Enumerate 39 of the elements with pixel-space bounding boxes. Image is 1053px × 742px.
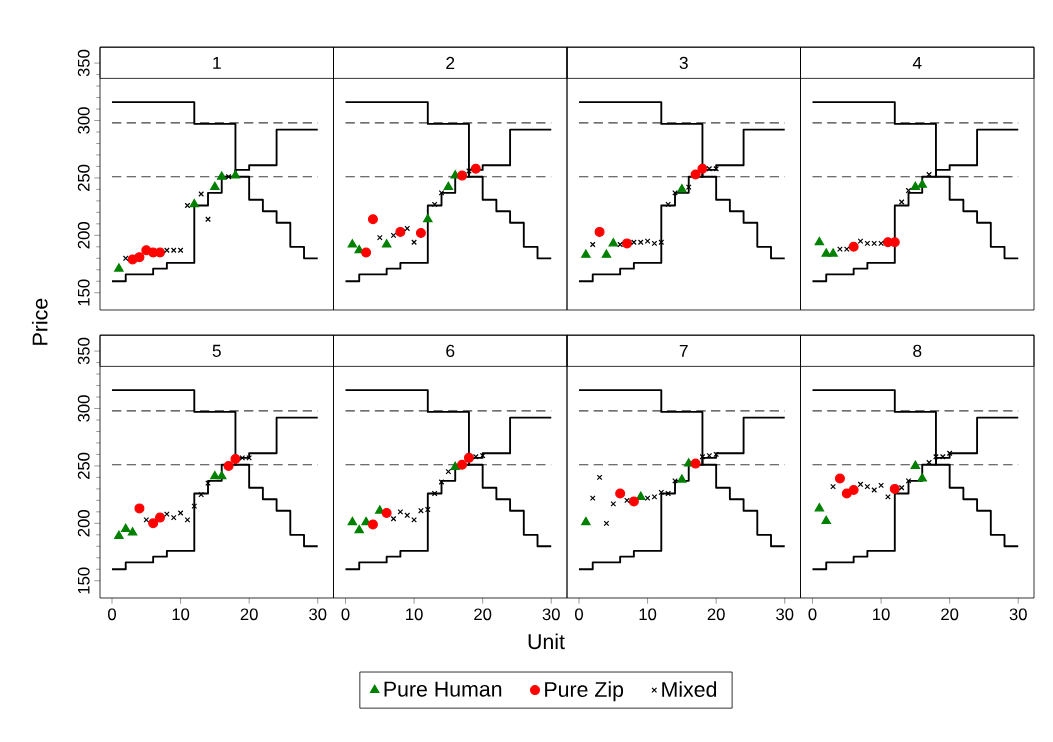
x-tick-label: 20: [707, 608, 725, 621]
y-tick-label: 350: [77, 49, 90, 77]
y-tick-label: 150: [77, 279, 90, 306]
x-tick-label: 10: [639, 608, 657, 621]
x-tick-label: 30: [542, 608, 560, 621]
x-tick-label: 0: [575, 608, 583, 621]
x-tick-label: 0: [341, 608, 350, 621]
legend-label: Mixed: [662, 681, 717, 698]
x-tick-label: 30: [1009, 608, 1027, 621]
x-tick-label: 0: [808, 608, 817, 621]
x-tick-label: 10: [406, 608, 423, 621]
y-tick-label: 250: [77, 452, 90, 479]
chart-title: 4: [912, 56, 922, 69]
y-tick-label: 300: [77, 107, 90, 134]
chart-title: 5: [212, 344, 221, 357]
x-tick-label: 10: [873, 608, 890, 621]
x-axis-title: Unit: [528, 633, 565, 650]
chart-title: 6: [446, 344, 455, 358]
x-tick-label: 30: [309, 608, 327, 621]
y-tick-label: 350: [77, 337, 90, 365]
x-tick-label: 10: [172, 608, 190, 621]
x-tick-label: 20: [941, 608, 959, 621]
legend-label: Pure Human: [384, 681, 502, 697]
chart-title: 3: [679, 56, 688, 70]
chart-title: 8: [913, 344, 922, 358]
legend-label: Pure Zip: [545, 681, 624, 702]
x-tick-label: 20: [474, 608, 492, 621]
chart-title: 2: [446, 56, 455, 69]
y-tick-label: 200: [77, 222, 90, 249]
y-tick-label: 200: [77, 510, 90, 537]
y-axis-title: Price: [31, 298, 48, 345]
y-tick-label: 250: [77, 164, 90, 191]
chart-title: 1: [213, 56, 221, 69]
x-tick-label: 20: [240, 608, 258, 621]
y-tick-label: 150: [77, 567, 90, 594]
x-tick-label: 0: [108, 608, 116, 621]
y-tick-label: 300: [77, 395, 90, 422]
chart-title: 7: [679, 344, 688, 357]
x-tick-label: 30: [776, 608, 794, 621]
